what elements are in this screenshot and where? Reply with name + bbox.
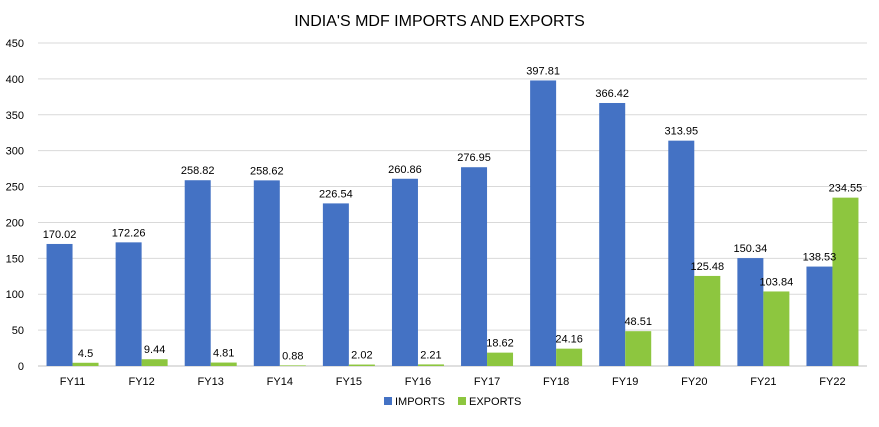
chart-title: INDIA'S MDF IMPORTS AND EXPORTS: [294, 13, 585, 30]
exports-bar-fy21: [763, 291, 790, 366]
exports-bar-fy22: [832, 197, 859, 366]
imports-bar-fy14: [253, 180, 280, 366]
exports-bar-fy16: [417, 364, 444, 366]
x-tick-label: FY20: [681, 376, 707, 388]
y-tick-label: 450: [6, 38, 24, 50]
exports-label-fy21: 103.84: [760, 276, 794, 288]
y-tick-label: 250: [6, 182, 24, 194]
legend-swatch-imports: [384, 397, 392, 405]
x-tick-label: FY19: [612, 376, 638, 388]
imports-bar-fy11: [46, 243, 73, 366]
exports-label-fy19: 48.51: [624, 316, 652, 328]
legend-label-imports: IMPORTS: [395, 396, 445, 408]
imports-label-fy17: 276.95: [457, 152, 491, 164]
legend: IMPORTS EXPORTS: [384, 396, 521, 408]
exports-label-fy17: 18.62: [486, 338, 514, 350]
imports-label-fy16: 260.86: [388, 164, 422, 176]
x-axis: FY11 FY12 FY13 FY14 FY15 FY16 FY17 FY18 FY19 FY20…: [60, 376, 846, 388]
exports-label-fy13: 4.81: [213, 348, 234, 360]
exports-bar-fy14: [279, 365, 306, 366]
imports-bar-fy21: [737, 258, 764, 366]
imports-label-fy19: 366.42: [595, 88, 629, 100]
imports-bar-fy13: [184, 180, 211, 366]
imports-label-fy13: 258.82: [181, 165, 215, 177]
y-tick-label: 350: [6, 110, 24, 122]
exports-label-fy20: 125.48: [690, 261, 724, 273]
x-tick-label: FY17: [474, 376, 500, 388]
exports-bar-fy11: [72, 362, 99, 366]
exports-label-fy18: 24.16: [555, 334, 583, 346]
exports-bar-fy15: [348, 364, 375, 366]
exports-bar-fy19: [625, 331, 652, 366]
exports-bar-fy12: [141, 359, 168, 366]
exports-label-fy16: 2.21: [420, 349, 441, 361]
x-tick-label: FY21: [750, 376, 776, 388]
imports-bar-fy19: [599, 102, 626, 366]
exports-label-fy11: 4.5: [78, 348, 93, 360]
exports-bar-fy17: [487, 352, 514, 366]
x-tick-label: FY15: [336, 376, 362, 388]
imports-label-fy11: 170.02: [43, 229, 77, 241]
imports-bar-fy12: [115, 242, 142, 366]
x-tick-label: FY11: [60, 376, 85, 388]
y-tick-label: 50: [12, 325, 24, 337]
imports-bar-fy18: [530, 80, 557, 367]
x-tick-label: FY22: [819, 376, 845, 388]
exports-bar-fy13: [210, 362, 237, 366]
data-labels: 170.02 4.5 172.26 9.44 258.82 4.81 258.62 0.88 2…: [43, 65, 863, 362]
imports-bar-fy17: [461, 167, 488, 366]
y-axis: 0 50 100 150 200 250 300 350 400 450: [6, 38, 24, 373]
exports-bar-fy18: [556, 348, 583, 366]
imports-label-fy15: 226.54: [319, 188, 353, 200]
exports-label-fy15: 2.02: [351, 350, 372, 362]
imports-label-fy20: 313.95: [664, 126, 698, 138]
imports-label-fy22: 138.53: [803, 252, 837, 264]
bars: [46, 80, 859, 367]
y-tick-label: 100: [6, 289, 24, 301]
imports-label-fy21: 150.34: [734, 243, 768, 255]
imports-bar-fy22: [806, 266, 833, 366]
imports-label-fy14: 258.62: [250, 165, 284, 177]
imports-label-fy12: 172.26: [112, 227, 146, 239]
x-tick-label: FY14: [267, 376, 293, 388]
imports-bar-fy20: [668, 140, 695, 366]
legend-label-exports: EXPORTS: [469, 396, 521, 408]
y-tick-label: 200: [6, 217, 24, 229]
y-tick-label: 400: [6, 74, 24, 86]
imports-label-fy18: 397.81: [526, 65, 560, 77]
exports-label-fy22: 234.55: [829, 183, 863, 195]
exports-bar-fy20: [694, 275, 721, 366]
legend-swatch-exports: [458, 397, 466, 405]
imports-bar-fy15: [322, 203, 349, 366]
y-tick-label: 150: [6, 253, 24, 265]
x-tick-label: FY18: [543, 376, 569, 388]
y-tick-label: 300: [6, 146, 24, 158]
imports-bar-fy16: [391, 178, 418, 366]
x-tick-label: FY13: [198, 376, 224, 388]
gridlines: [38, 42, 867, 367]
x-tick-label: FY12: [128, 376, 154, 388]
x-tick-label: FY16: [405, 376, 431, 388]
exports-label-fy12: 9.44: [144, 344, 165, 356]
y-tick-label: 0: [18, 361, 24, 373]
exports-label-fy14: 0.88: [282, 350, 303, 362]
